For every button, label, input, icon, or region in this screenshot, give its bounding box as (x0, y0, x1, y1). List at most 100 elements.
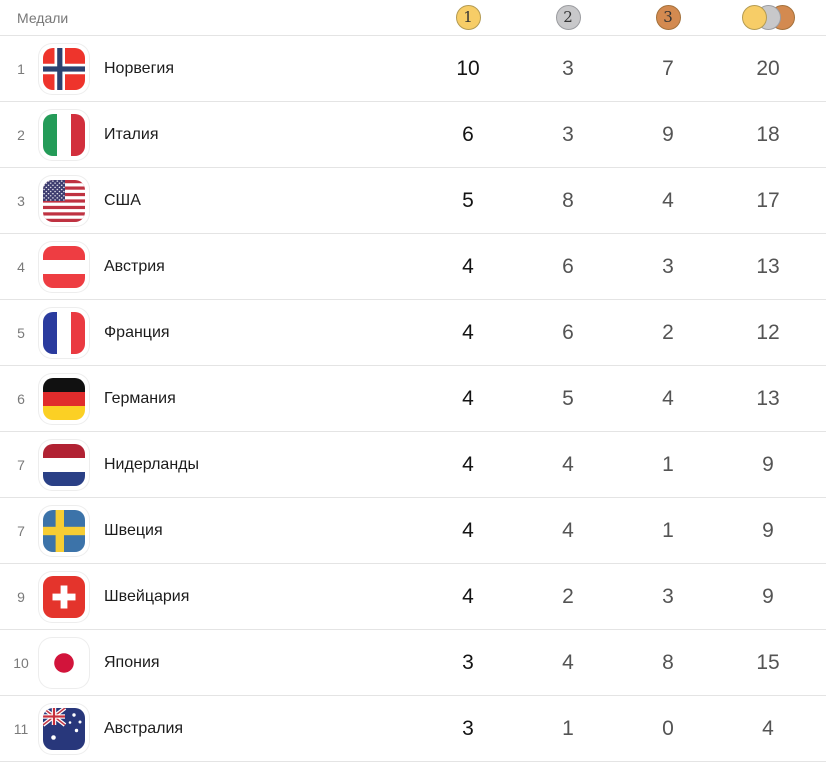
bronze-count: 7 (662, 56, 674, 80)
table-row[interactable]: 9 Швейцария 4 2 3 9 (0, 564, 826, 630)
bronze-count: 3 (662, 584, 674, 608)
country-name: Швеция (104, 521, 163, 539)
gold-count: 10 (456, 56, 480, 80)
silver-count: 4 (562, 650, 574, 674)
flag-france (39, 307, 89, 358)
total-count: 4 (762, 716, 774, 740)
flag-italy (39, 109, 89, 160)
silver-count: 4 (562, 518, 574, 542)
total-count: 12 (756, 320, 780, 344)
bronze-count: 0 (662, 716, 674, 740)
rank: 2 (17, 126, 25, 143)
bronze-count: 3 (662, 254, 674, 278)
bronze-count: 4 (662, 188, 674, 212)
total-count: 9 (762, 518, 774, 542)
bronze-count: 4 (662, 386, 674, 410)
country-name: Австралия (104, 719, 184, 737)
gold-column-header: 1 (418, 5, 518, 30)
bronze-column-header: 3 (618, 5, 718, 30)
flag-netherlands (39, 439, 89, 490)
gold-count: 3 (462, 716, 474, 740)
rank: 5 (17, 324, 25, 341)
silver-count: 6 (562, 320, 574, 344)
silver-count: 1 (562, 716, 574, 740)
flag-norway (39, 43, 89, 94)
rank: 10 (13, 654, 29, 671)
country-name: Швейцария (104, 587, 190, 605)
table-row[interactable]: 3 США 5 8 4 17 (0, 168, 826, 234)
country-name: Япония (104, 653, 160, 671)
country-name: Италия (104, 125, 159, 143)
table-row[interactable]: 10 Япония 3 4 8 15 (0, 630, 826, 696)
silver-medal-number: 2 (563, 8, 573, 26)
gold-count: 4 (462, 452, 474, 476)
silver-medal-icon: 2 (555, 5, 581, 30)
table-row[interactable]: 2 Италия 6 3 9 18 (0, 102, 826, 168)
bronze-count: 8 (662, 650, 674, 674)
gold-medal-number: 1 (463, 8, 473, 26)
silver-column-header: 2 (518, 5, 618, 30)
rank: 3 (17, 192, 25, 209)
total-count: 9 (762, 452, 774, 476)
total-count: 15 (756, 650, 780, 674)
gold-count: 4 (462, 320, 474, 344)
table-row[interactable]: 7 Нидерланды 4 4 1 9 (0, 432, 826, 498)
flag-switzerland (39, 571, 89, 622)
table-row[interactable]: 4 Австрия 4 6 3 13 (0, 234, 826, 300)
country-name: Австрия (104, 257, 165, 275)
silver-count: 6 (562, 254, 574, 278)
gold-count: 4 (462, 584, 474, 608)
silver-count: 2 (562, 584, 574, 608)
total-medals-icon (741, 5, 795, 30)
total-count: 13 (756, 386, 780, 410)
country-name: Норвегия (104, 59, 175, 77)
silver-count: 4 (562, 452, 574, 476)
table-row[interactable]: 7 Швеция 4 4 1 9 (0, 498, 826, 564)
flag-sweden (39, 505, 89, 556)
bronze-count: 1 (662, 518, 674, 542)
rank: 6 (17, 390, 25, 407)
silver-count: 3 (562, 122, 574, 146)
flag-germany (39, 373, 89, 424)
gold-count: 4 (462, 518, 474, 542)
gold-medal-icon: 1 (455, 5, 481, 30)
rank: 9 (17, 588, 25, 605)
flag-usa (39, 175, 89, 226)
silver-count: 5 (562, 386, 574, 410)
country-name: Нидерланды (104, 455, 199, 473)
bronze-medal-number: 3 (663, 8, 673, 26)
bronze-medal-icon: 3 (655, 5, 681, 30)
gold-count: 4 (462, 386, 474, 410)
flag-austria (39, 241, 89, 292)
country-name: Германия (104, 389, 176, 407)
gold-count: 5 (462, 188, 474, 212)
rank: 7 (17, 522, 25, 539)
gold-count: 4 (462, 254, 474, 278)
table-row[interactable]: 6 Германия 4 5 4 13 (0, 366, 826, 432)
total-count: 18 (756, 122, 780, 146)
flag-australia (39, 703, 89, 754)
total-column-header (718, 5, 818, 30)
silver-count: 3 (562, 56, 574, 80)
flag-japan (39, 637, 89, 688)
table-header: Медали 1 2 3 (0, 0, 826, 36)
rank: 7 (17, 456, 25, 473)
gold-count: 3 (462, 650, 474, 674)
total-count: 17 (756, 188, 780, 212)
table-row[interactable]: 5 Франция 4 6 2 12 (0, 300, 826, 366)
table-row[interactable]: 1 Норвегия 10 3 7 20 (0, 36, 826, 102)
silver-count: 8 (562, 188, 574, 212)
country-name: США (104, 191, 141, 209)
total-count: 13 (756, 254, 780, 278)
rank: 4 (17, 258, 25, 275)
total-count: 9 (762, 584, 774, 608)
table-row[interactable]: 11 Австралия 3 1 0 4 (0, 696, 826, 762)
gold-count: 6 (462, 122, 474, 146)
country-name: Франция (104, 323, 170, 341)
bronze-count: 2 (662, 320, 674, 344)
bronze-count: 1 (662, 452, 674, 476)
total-count: 20 (756, 56, 780, 80)
table-title: Медали (17, 9, 69, 26)
bronze-count: 9 (662, 122, 674, 146)
